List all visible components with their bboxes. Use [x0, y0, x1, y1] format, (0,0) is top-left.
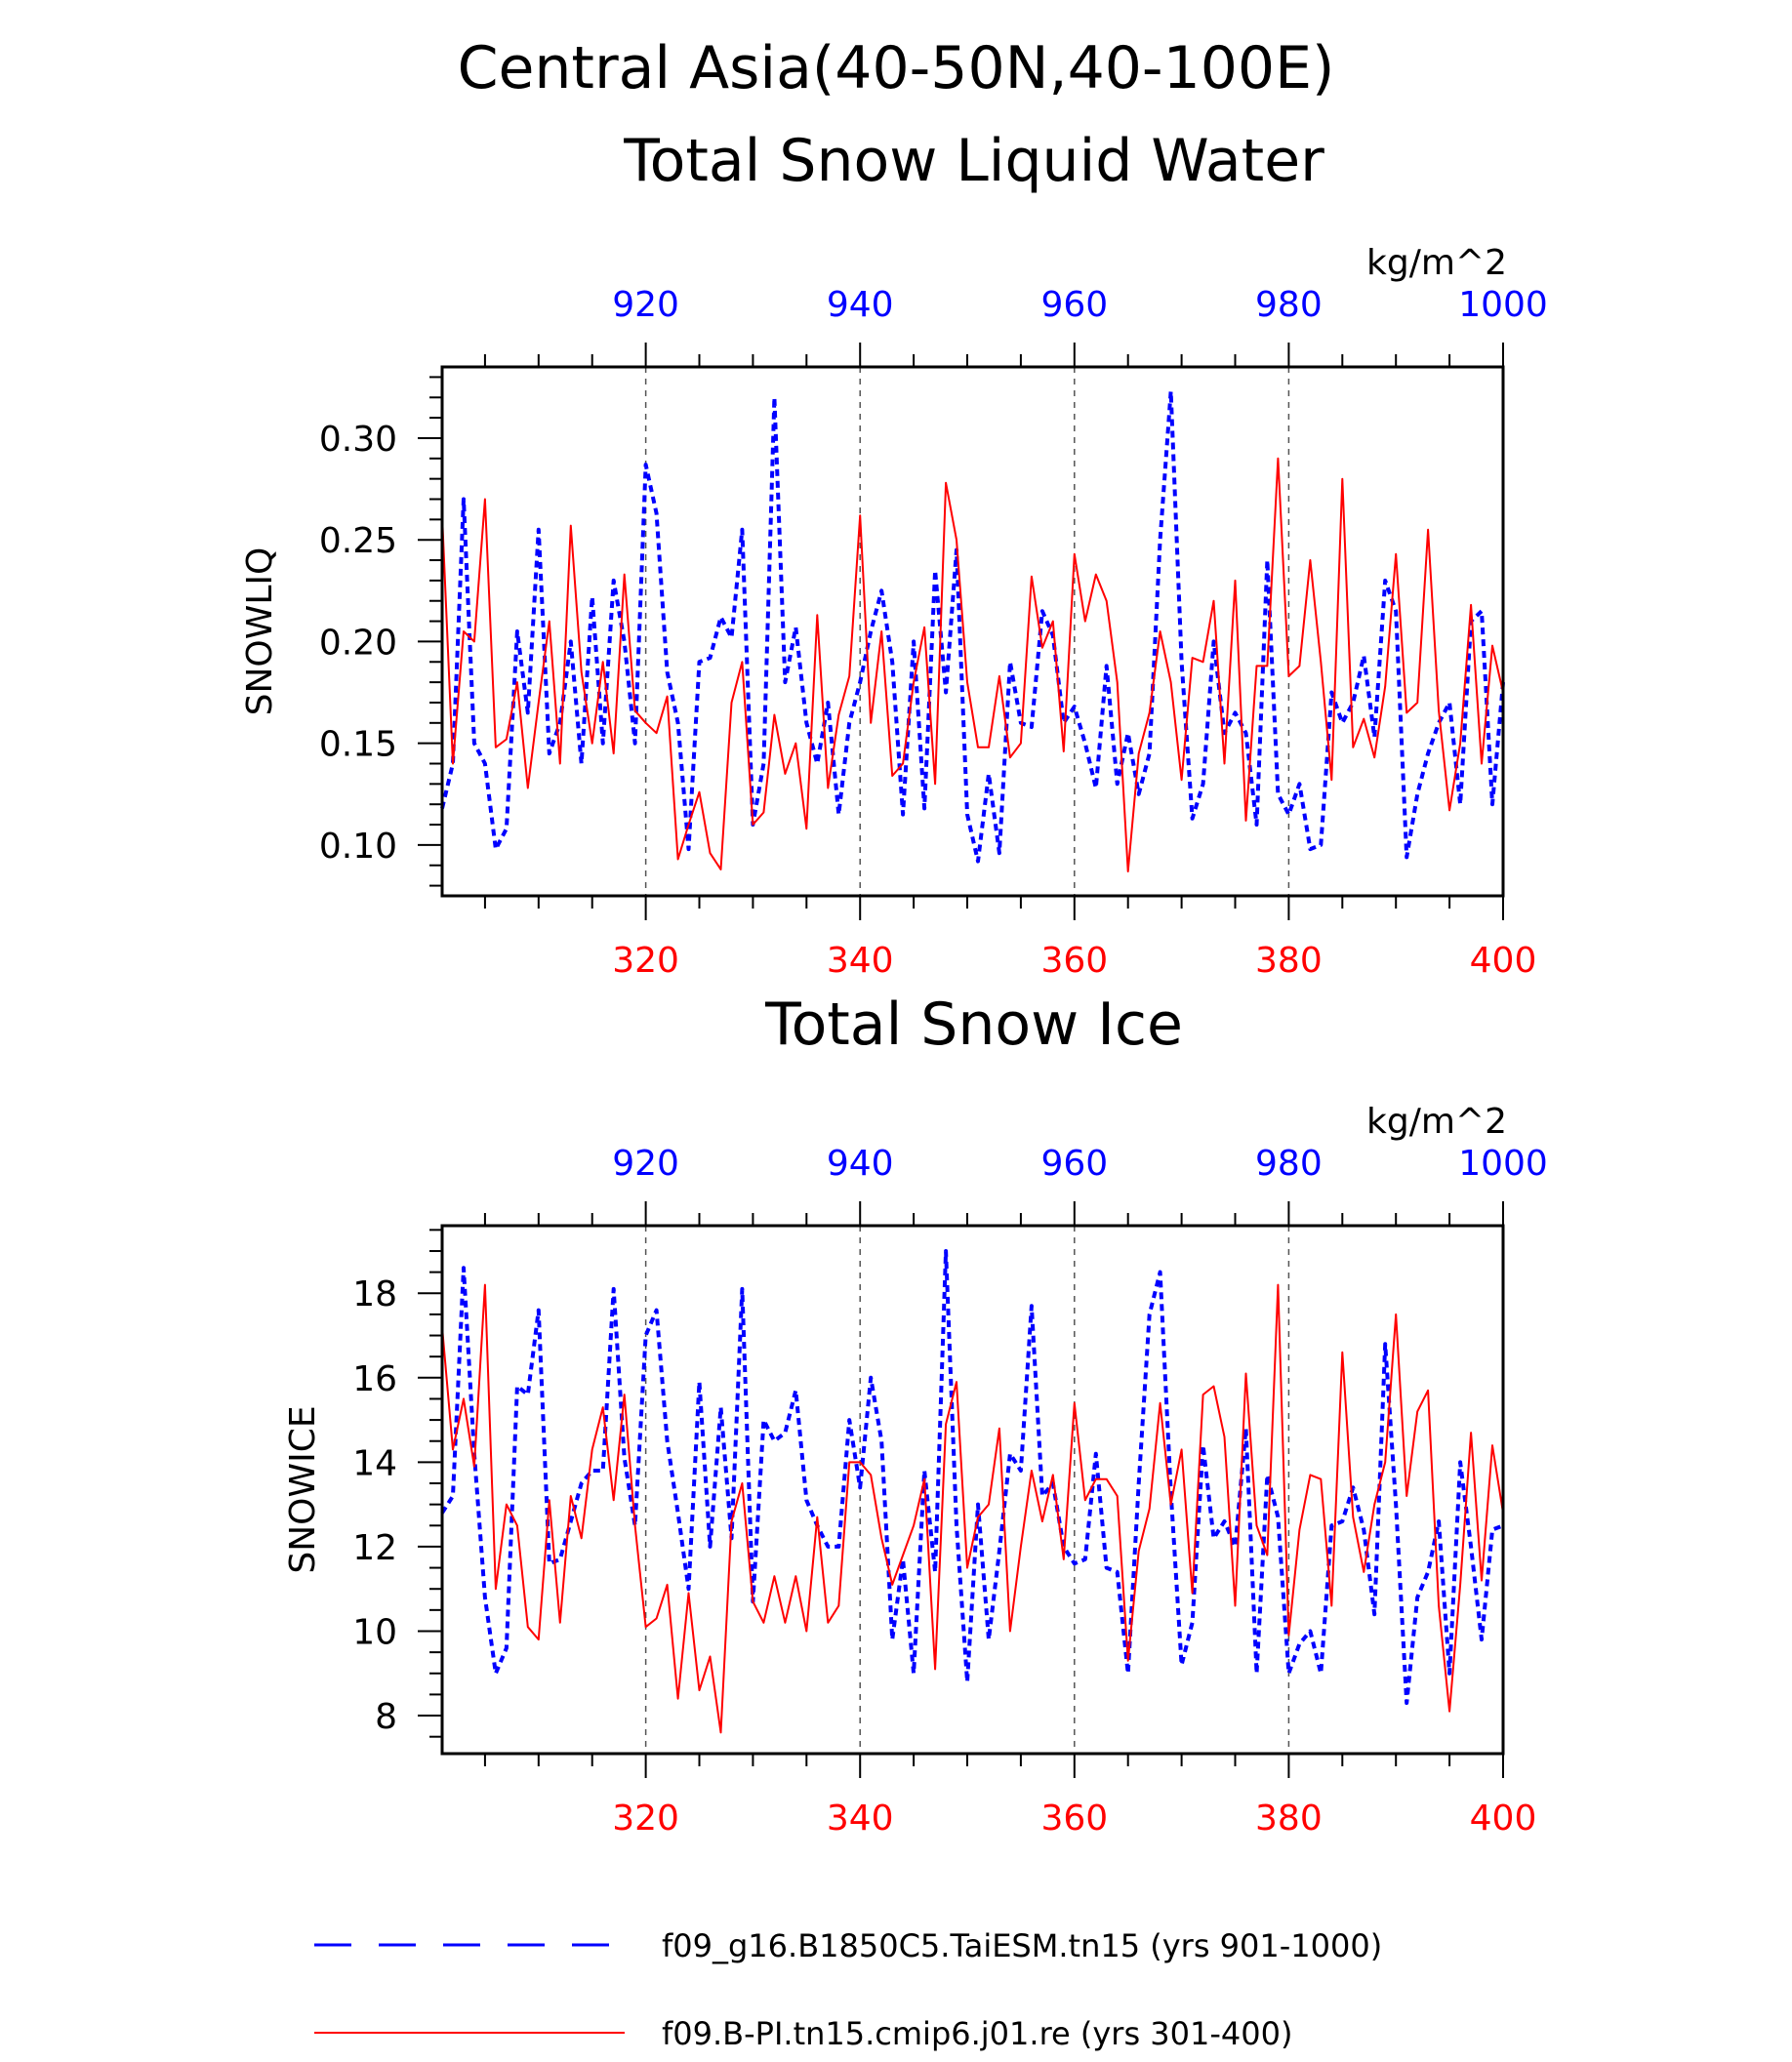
panel2-title: Total Snow Ice [764, 991, 1183, 1059]
top-tick-label: 920 [612, 285, 679, 325]
series-line-taiesm [440, 389, 1505, 864]
top-tick-label: 920 [612, 1144, 679, 1184]
legend: f09_g16.B1850C5.TaiESM.tn15 (yrs 901-100… [314, 1927, 1382, 2052]
bottom-tick-label: 400 [1470, 1799, 1537, 1839]
top-tick-label: 980 [1255, 285, 1323, 325]
y-tick-label: 0.20 [319, 623, 397, 663]
top-tick-label: 940 [827, 1144, 894, 1184]
top-tick-label: 960 [1040, 1144, 1108, 1184]
plot-frame [440, 365, 1505, 898]
legend-label-0: f09_g16.B1850C5.TaiESM.tn15 (yrs 901-100… [662, 1927, 1382, 1964]
bottom-tick-label: 320 [612, 1799, 679, 1839]
figure-title-line2: Total Snow Liquid Water [623, 127, 1324, 195]
legend-item-1: f09.B-PI.tn15.cmip6.j01.re (yrs 301-400) [314, 2015, 1292, 2052]
y-tick-label: 18 [352, 1274, 397, 1314]
bottom-tick-label: 340 [827, 1799, 894, 1839]
y-tick-label: 12 [352, 1528, 397, 1568]
plot-frame [440, 1224, 1505, 1756]
legend-item-0: f09_g16.B1850C5.TaiESM.tn15 (yrs 901-100… [314, 1927, 1382, 1964]
bottom-tick-label: 360 [1040, 1799, 1108, 1839]
bottom-tick-label: 320 [612, 941, 679, 981]
y-tick-label: 16 [352, 1359, 397, 1399]
top-tick-label: 980 [1255, 1144, 1323, 1184]
y-axis-label: SNOWLIQ [240, 547, 280, 716]
top-tick-label: 1000 [1458, 1144, 1548, 1184]
bottom-tick-label: 360 [1040, 941, 1108, 981]
legend-label-1: f09.B-PI.tn15.cmip6.j01.re (yrs 301-400) [662, 2015, 1292, 2052]
y-tick-label: 0.15 [319, 725, 397, 765]
top-tick-label: 1000 [1458, 285, 1548, 325]
y-tick-label: 0.30 [319, 420, 397, 460]
y-tick-label: 10 [352, 1612, 397, 1652]
bottom-tick-label: 340 [827, 941, 894, 981]
y-tick-label: 0.25 [319, 521, 397, 561]
figure-title-line1: Central Asia(40-50N,40-100E) [458, 34, 1335, 102]
top-tick-label: 960 [1040, 285, 1108, 325]
y-tick-label: 14 [352, 1443, 397, 1483]
units-label: kg/m^2 [1366, 1102, 1507, 1142]
top-tick-label: 940 [827, 285, 894, 325]
y-tick-label: 0.10 [319, 827, 397, 867]
bottom-tick-label: 400 [1470, 941, 1537, 981]
units-label: kg/m^2 [1366, 243, 1507, 283]
bottom-tick-label: 380 [1255, 1799, 1323, 1839]
series-line-taiesm [440, 1249, 1504, 1706]
y-axis-label: SNOWICE [283, 1405, 323, 1573]
bottom-tick-label: 380 [1255, 941, 1323, 981]
series-line-cmip6 [441, 457, 1504, 872]
y-tick-label: 8 [375, 1697, 397, 1737]
series-line-cmip6 [441, 1283, 1504, 1734]
